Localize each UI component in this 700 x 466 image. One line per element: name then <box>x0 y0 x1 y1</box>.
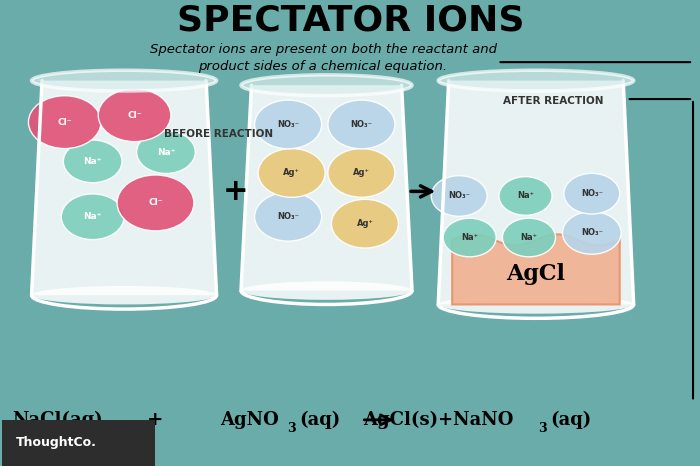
Ellipse shape <box>32 286 216 304</box>
Text: Cl⁻: Cl⁻ <box>127 111 142 120</box>
Ellipse shape <box>98 89 171 142</box>
Text: AgCl: AgCl <box>507 263 566 286</box>
Text: Na⁺: Na⁺ <box>83 157 102 166</box>
Ellipse shape <box>503 218 556 257</box>
Text: +: + <box>147 411 164 429</box>
Text: Spectator ions are present on both the reactant and
product sides of a chemical : Spectator ions are present on both the r… <box>150 42 496 73</box>
Text: 3: 3 <box>287 422 296 435</box>
Ellipse shape <box>255 100 321 149</box>
Text: Cl⁻: Cl⁻ <box>148 199 162 207</box>
Ellipse shape <box>563 212 621 254</box>
Text: AFTER REACTION: AFTER REACTION <box>503 96 603 106</box>
Text: Na⁺: Na⁺ <box>517 192 534 200</box>
Text: SPECTATOR IONS: SPECTATOR IONS <box>177 4 525 38</box>
FancyBboxPatch shape <box>2 420 155 466</box>
Ellipse shape <box>117 175 194 231</box>
Ellipse shape <box>136 131 195 173</box>
Text: Na⁺: Na⁺ <box>157 148 175 157</box>
Text: Na⁺: Na⁺ <box>521 233 538 242</box>
Text: NO₃⁻: NO₃⁻ <box>448 192 470 200</box>
Ellipse shape <box>32 70 216 91</box>
Text: NO₃⁻: NO₃⁻ <box>581 228 603 237</box>
Text: AgCl(s)+NaNO: AgCl(s)+NaNO <box>363 411 513 429</box>
Ellipse shape <box>443 218 496 257</box>
Text: NO₃⁻: NO₃⁻ <box>581 189 603 198</box>
Ellipse shape <box>438 295 634 314</box>
Polygon shape <box>241 85 412 291</box>
Polygon shape <box>438 81 634 304</box>
Ellipse shape <box>255 192 321 241</box>
Ellipse shape <box>258 149 325 197</box>
Ellipse shape <box>63 140 122 183</box>
Polygon shape <box>32 81 216 295</box>
Ellipse shape <box>331 199 398 248</box>
Text: BEFORE REACTION: BEFORE REACTION <box>164 129 273 139</box>
Text: Ag⁺: Ag⁺ <box>353 168 370 178</box>
Ellipse shape <box>241 75 412 96</box>
Ellipse shape <box>241 281 412 300</box>
Ellipse shape <box>431 176 487 216</box>
Text: Ag⁺: Ag⁺ <box>356 219 373 228</box>
Text: NO₃⁻: NO₃⁻ <box>351 120 372 129</box>
Polygon shape <box>452 234 620 304</box>
Text: NaCl(aq): NaCl(aq) <box>13 411 103 429</box>
Text: NO₃⁻: NO₃⁻ <box>277 212 299 221</box>
Text: ThoughtCo.: ThoughtCo. <box>16 437 97 449</box>
Text: (aq): (aq) <box>550 411 592 429</box>
Text: Ag⁺: Ag⁺ <box>284 168 300 178</box>
Ellipse shape <box>61 194 124 240</box>
Text: (aq): (aq) <box>299 411 340 429</box>
Ellipse shape <box>328 149 395 197</box>
Text: NO₃⁻: NO₃⁻ <box>277 120 299 129</box>
Ellipse shape <box>328 100 395 149</box>
Ellipse shape <box>499 177 552 215</box>
Ellipse shape <box>438 70 634 91</box>
Text: 3: 3 <box>538 422 547 435</box>
Text: Na⁺: Na⁺ <box>83 212 102 221</box>
Text: Cl⁻: Cl⁻ <box>57 117 72 127</box>
Ellipse shape <box>29 96 101 149</box>
Text: AgNO: AgNO <box>220 411 279 429</box>
Text: Na⁺: Na⁺ <box>461 233 478 242</box>
Text: +: + <box>223 177 248 206</box>
Ellipse shape <box>564 173 620 214</box>
